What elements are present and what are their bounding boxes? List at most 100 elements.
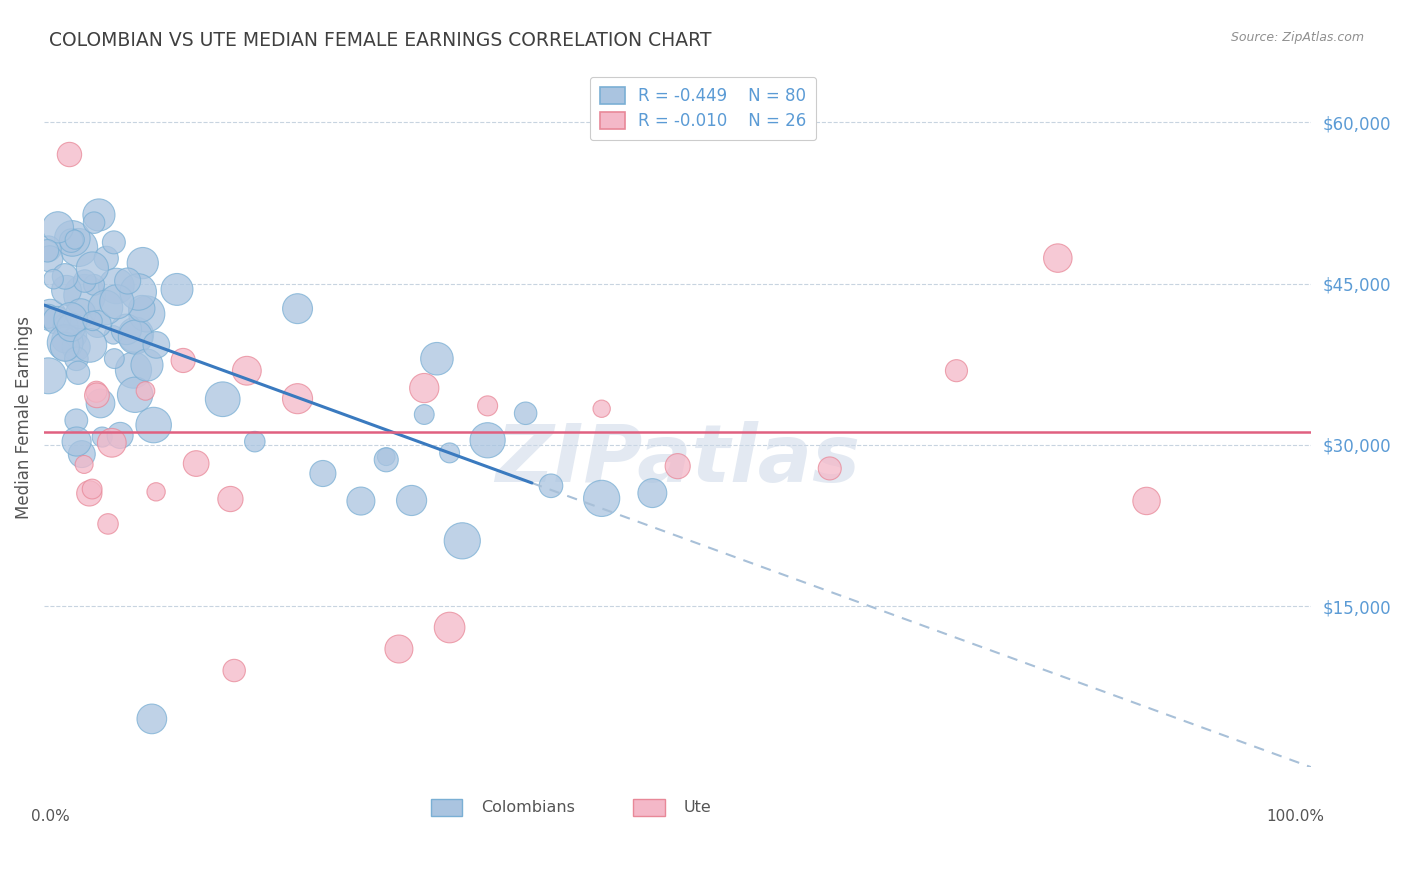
Point [55,283,77,297]
Point [60,231,83,245]
Point [375,450,398,464]
Point [122,363,145,377]
Point [127,285,149,299]
Point [219,491,242,506]
Text: Ute: Ute [685,799,711,814]
Point [89,396,111,410]
Point [145,338,167,352]
Point [65,351,87,366]
Point [413,381,436,395]
Point [60,234,83,248]
Point [65,413,87,427]
Point [103,235,125,250]
Y-axis label: Median Female Earnings: Median Female Earnings [15,317,32,519]
Point [65,434,87,449]
Point [426,351,449,366]
Point [145,484,167,499]
Point [312,467,335,481]
Point [97,516,120,531]
Text: Colombians: Colombians [481,799,575,814]
Point [108,428,131,442]
Point [53,333,76,347]
Point [401,493,423,508]
Point [42,272,65,286]
Point [73,288,96,302]
Point [477,434,499,448]
FancyBboxPatch shape [633,798,665,816]
Point [945,364,967,378]
Text: 0.0%: 0.0% [31,809,70,824]
Point [79,486,101,500]
Point [388,642,411,657]
Point [69,307,91,321]
Point [87,208,110,222]
Point [105,279,128,293]
Point [103,327,125,342]
Point [641,486,664,500]
Point [91,430,114,444]
Point [540,479,562,493]
Point [451,533,474,548]
Point [39,308,62,322]
Point [117,274,139,288]
Point [515,406,537,420]
Point [287,392,309,406]
Point [63,233,86,247]
Point [70,447,93,461]
Point [243,434,266,449]
Point [37,244,59,258]
Point [1135,494,1157,508]
Text: COLOMBIAN VS UTE MEDIAN FEMALE EARNINGS CORRELATION CHART: COLOMBIAN VS UTE MEDIAN FEMALE EARNINGS … [49,31,711,50]
Point [82,314,104,328]
Point [105,294,128,309]
Point [439,620,461,634]
Point [413,408,436,422]
Point [53,335,76,350]
Point [79,338,101,352]
Point [350,494,373,508]
Point [46,220,69,235]
Point [37,310,59,324]
Point [38,252,60,266]
Point [125,328,148,343]
Point [86,388,108,402]
Text: Source: ZipAtlas.com: Source: ZipAtlas.com [1230,31,1364,45]
Point [86,384,108,399]
FancyBboxPatch shape [430,798,463,816]
Point [591,491,613,506]
Point [53,269,76,284]
Point [136,358,159,372]
Point [37,242,59,256]
Point [141,712,163,726]
Point [65,329,87,343]
Text: 100.0%: 100.0% [1265,809,1324,824]
Point [65,340,87,354]
Point [58,147,80,161]
Point [83,216,105,230]
Point [134,384,156,398]
Point [82,482,104,496]
Point [73,274,96,288]
Legend: R = -0.449    N = 80, R = -0.010    N = 26: R = -0.449 N = 80, R = -0.010 N = 26 [589,77,817,140]
Point [477,399,499,413]
Point [86,317,108,331]
Point [186,457,208,471]
Point [124,330,146,344]
Point [82,260,104,275]
Point [37,368,59,383]
Point [103,351,125,366]
Point [1046,251,1069,265]
Point [142,418,165,433]
Point [67,240,90,254]
Point [666,459,689,474]
Point [375,452,398,467]
Point [83,277,105,292]
Point [55,318,77,333]
Point [224,664,246,678]
Point [60,320,83,334]
Point [101,435,124,450]
Point [115,322,138,336]
Point [818,461,841,475]
Point [46,313,69,327]
Point [73,458,96,472]
